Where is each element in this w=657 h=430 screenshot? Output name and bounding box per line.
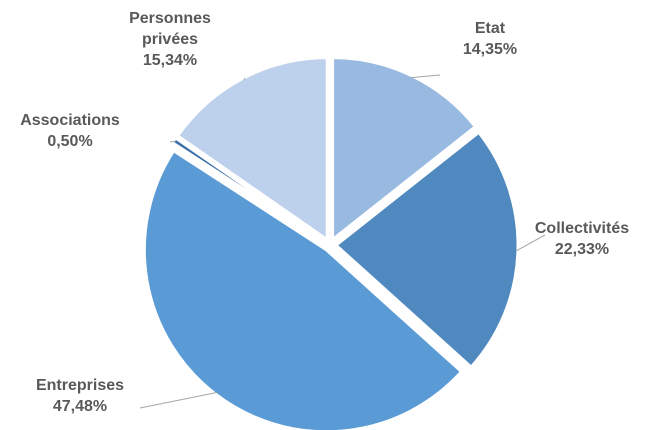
leader-line (410, 74, 441, 79)
leader-line (243, 77, 246, 81)
pie-slice (142, 148, 464, 430)
pie-slice (170, 135, 326, 243)
value-label: 22,33% (554, 241, 610, 258)
category-name: Associations (20, 112, 120, 129)
value-label: 0,50% (47, 133, 93, 150)
pie-slice (333, 130, 520, 370)
leader-line (169, 140, 176, 143)
pie-slice (175, 56, 329, 243)
leader-line (139, 392, 217, 409)
slice-label: Associations 0,50% (10, 110, 130, 152)
category-name: Personnes privées (129, 10, 211, 48)
slice-label: Entreprises 47,48% (20, 375, 140, 417)
pie-slice (331, 56, 478, 243)
value-label: 14,35% (462, 41, 518, 58)
category-name: Etat (474, 20, 506, 37)
slice-label: Etat 14,35% (430, 18, 550, 60)
slice-label: Collectivités 22,33% (522, 218, 642, 260)
value-label: 15,34% (142, 52, 198, 69)
category-name: Entreprises (35, 377, 125, 394)
slice-label: Personnes privées 15,34% (110, 8, 230, 71)
category-name: Collectivités (534, 220, 630, 237)
leader-line (515, 234, 546, 252)
value-label: 47,48% (52, 398, 108, 415)
